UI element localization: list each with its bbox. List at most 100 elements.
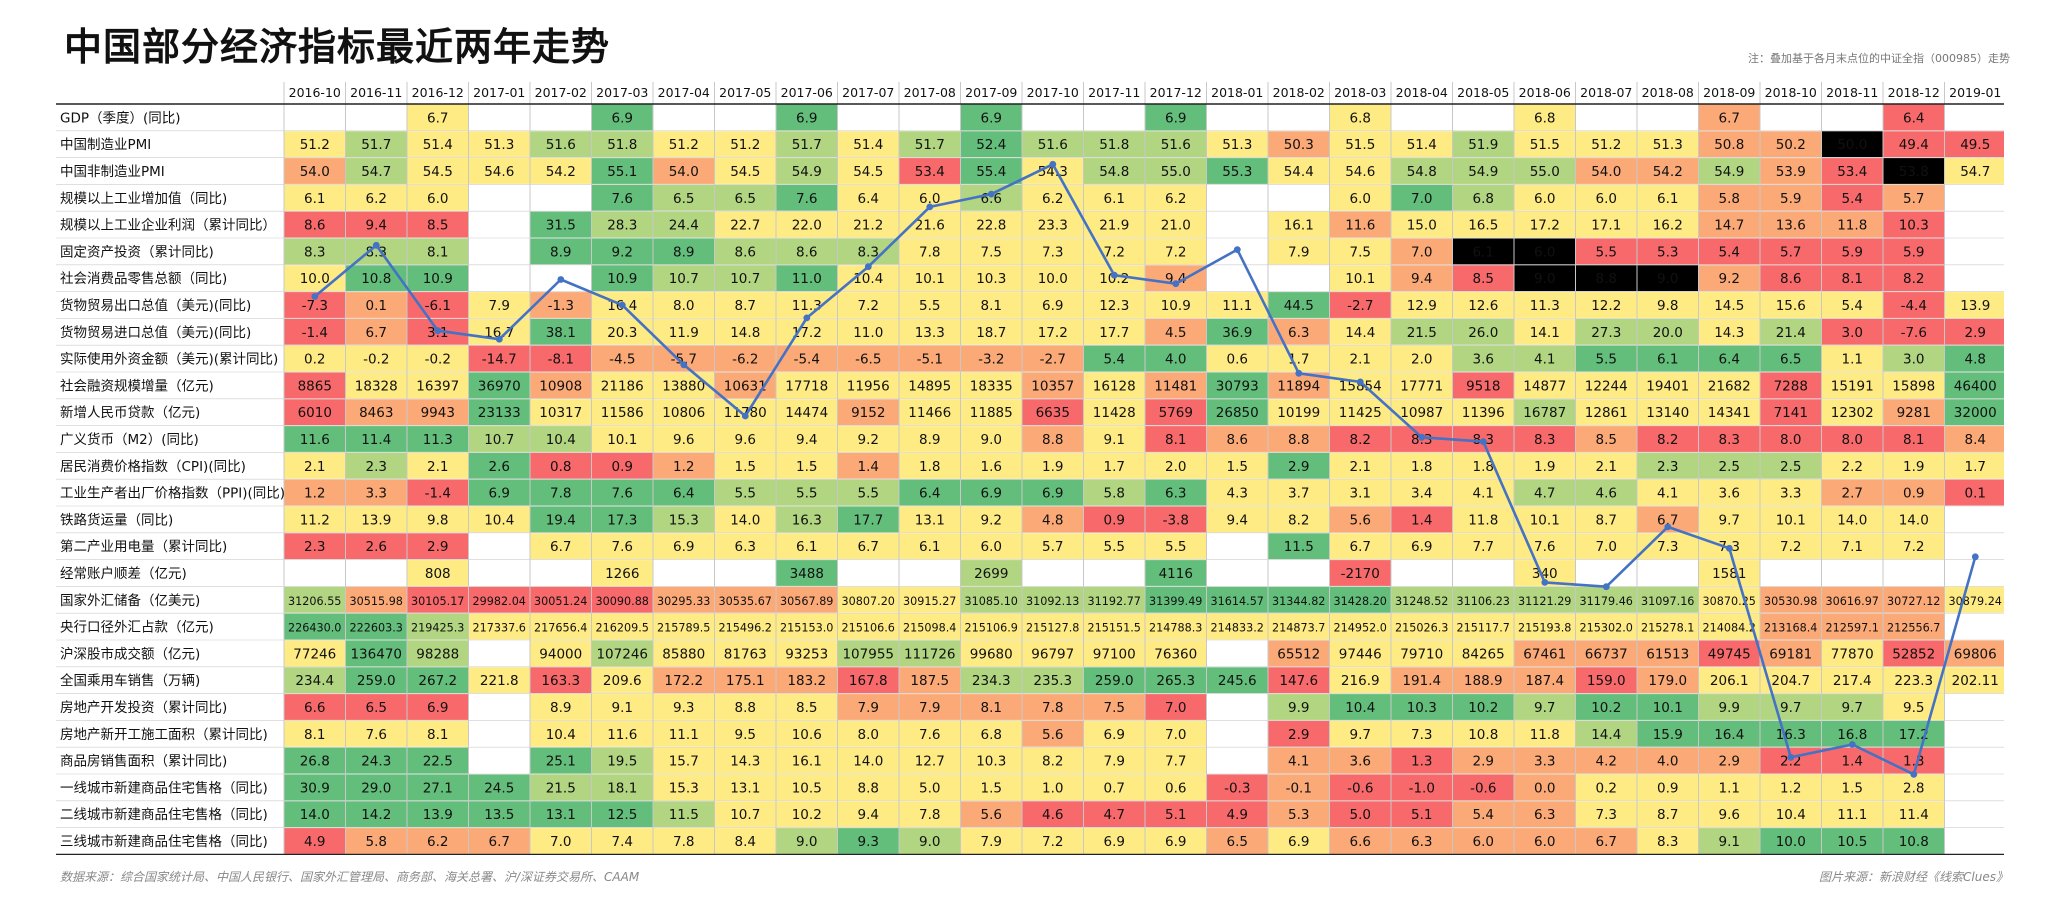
cell-value: 51.2 [730,137,760,153]
cell-value: 7.0 [1596,539,1617,555]
cell-value: 7.7 [1165,754,1186,770]
cell-value: 6.0 [1596,191,1617,207]
cell-value: 214952.0 [1334,622,1387,635]
heat-cell [776,131,837,158]
index-point [372,241,380,249]
cell-value: 159.0 [1587,673,1626,689]
heat-cell [1391,452,1452,479]
cell-value: 31344.82 [1272,595,1325,608]
index-point [434,327,442,335]
heat-cell [1883,828,1944,854]
heat-cell [1760,426,1821,452]
heat-cell [1084,720,1145,747]
cell-value: 85880 [662,646,705,662]
cell-value: 3.7 [1288,486,1309,502]
cell-value: 215117.7 [1457,622,1510,635]
index-point [1787,753,1795,761]
cell-value: 15.0 [1407,218,1437,234]
cell-value: 9.1 [1719,834,1740,850]
cell-value: 8.9 [919,432,940,448]
heat-cell [1945,292,2004,318]
heat-cell [1453,640,1514,667]
cell-value: 55.4 [976,164,1006,180]
heat-cell [346,372,407,399]
cell-value: 6.9 [1042,298,1063,314]
cell-value: 51.2 [669,137,699,153]
heat-cell [1822,506,1883,533]
heat-cell [1084,667,1145,694]
heat-cell [1822,479,1883,506]
heat-cell [899,533,960,560]
cell-value: -7.6 [1901,325,1927,341]
heat-cell [961,667,1022,694]
heat-cell [1576,720,1637,747]
cell-value: -6.1 [425,298,451,314]
cell-value: 0.6 [1165,780,1186,796]
cell-value: 13.1 [546,807,576,823]
heat-cell [653,613,714,640]
month-header: 2018-02 [1273,85,1325,100]
heat-cell [776,506,837,533]
heat-cell [1391,828,1452,854]
heat-cell [1084,399,1145,426]
heat-cell [1268,694,1329,720]
cell-value: 13880 [662,378,705,394]
index-point [1848,741,1856,748]
cell-value: -0.2 [363,352,389,368]
heat-cell [1883,720,1944,747]
cell-value: 10.2 [1468,700,1498,716]
heat-cell [1145,533,1206,560]
heat-cell [1822,265,1883,292]
cell-value: 77246 [293,646,336,662]
cell-value: -0.6 [1347,780,1373,796]
heat-cell [776,720,837,747]
heat-cell [961,613,1022,640]
heat-cell [346,158,407,184]
cell-value: 5.5 [1596,352,1617,368]
heat-cell [1330,479,1391,506]
heat-cell [1699,479,1760,506]
heat-cell [1330,452,1391,479]
heat-cell [1330,104,1391,131]
heat-cell [1576,667,1637,694]
heat-cell [715,586,776,613]
cell-value: 6.9 [1411,539,1432,555]
heat-cell [1822,747,1883,774]
index-point [1971,553,1979,561]
cell-value: 49745 [1708,646,1751,662]
heat-cell [407,104,468,131]
cell-value: 11.0 [853,325,883,341]
heat-cell [346,399,407,426]
heat-cell [530,694,591,720]
cell-value: 51.9 [1468,137,1498,153]
heat-cell [1453,318,1514,345]
heat-cell [1453,667,1514,694]
cell-value: 6.2 [366,191,387,207]
heat-cell [1330,640,1391,667]
cell-value: 11956 [847,378,890,394]
cell-value: 10.8 [1899,834,1929,850]
heat-cell [1576,345,1637,372]
heat-cell [1699,184,1760,211]
heat-cell [1576,801,1637,828]
index-point [311,293,319,300]
heat-cell [1883,104,1944,131]
heat-cell [776,774,837,801]
cell-value: 51.3 [484,137,514,153]
heat-cell [1576,586,1637,613]
heat-cell [838,211,899,238]
heat-cell [1330,158,1391,184]
cell-value: 9.7 [1350,727,1371,743]
heat-cell [961,828,1022,854]
heat-cell [1576,774,1637,801]
heat-cell [1883,265,1944,292]
heat-cell [284,667,345,694]
heat-cell [1330,265,1391,292]
cell-value: 9.7 [1780,700,1801,716]
heat-cell [1760,399,1821,426]
index-point [495,335,503,343]
cell-value: 217337.6 [473,622,526,635]
cell-value: 2.7 [1842,486,1863,502]
heat-cell [1084,184,1145,211]
heat-cell [1145,613,1206,640]
